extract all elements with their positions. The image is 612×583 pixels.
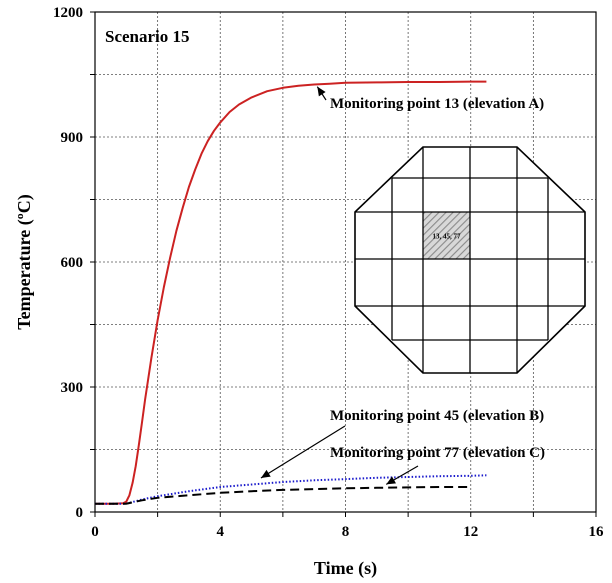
annotation-arrow-head [260, 469, 271, 478]
y-tick-label: 1200 [53, 5, 83, 21]
annotations: Monitoring point 13 (elevation A) Monitor… [260, 86, 545, 485]
annotation-arrow-line [260, 425, 346, 479]
series-lines [95, 80, 487, 505]
inset-octagon-outline [354, 146, 586, 374]
highlighted-cell [423, 212, 470, 259]
y-axis-title: Temperature (ºC) [14, 194, 35, 329]
x-axis-title: Time (s) [314, 558, 377, 579]
highlighted-cell-label: 13, 45, 77 [433, 233, 462, 241]
axis-ticks [90, 11, 597, 517]
x-tick-label: 4 [217, 524, 225, 540]
annotation-label-3: Monitoring point 77 (elevation C) [330, 445, 545, 461]
y-tick-label: 0 [76, 505, 84, 521]
x-tick-label: 0 [91, 524, 99, 540]
annotation-arrow-head [317, 86, 326, 97]
annotation-arrow-head [386, 476, 396, 485]
y-tick-label: 900 [61, 130, 84, 146]
series-line-2 [95, 474, 487, 505]
x-tick-label: 12 [463, 524, 478, 540]
annotation-label-1: Monitoring point 13 (elevation A) [330, 96, 544, 112]
annotation-label-2: Monitoring point 45 (elevation B) [330, 408, 544, 424]
cross-section-inset: 13, 45, 77 [354, 146, 586, 374]
y-tick-label: 300 [61, 380, 84, 396]
series-line-1 [95, 80, 487, 505]
tick-labels: 0 4 8 12 16 0 300 600 900 1200 [53, 5, 604, 540]
chart-title: Scenario 15 [105, 27, 190, 46]
x-tick-label: 16 [589, 524, 605, 540]
series-line-3 [95, 486, 471, 505]
x-tick-label: 8 [342, 524, 350, 540]
y-tick-label: 600 [61, 255, 84, 271]
